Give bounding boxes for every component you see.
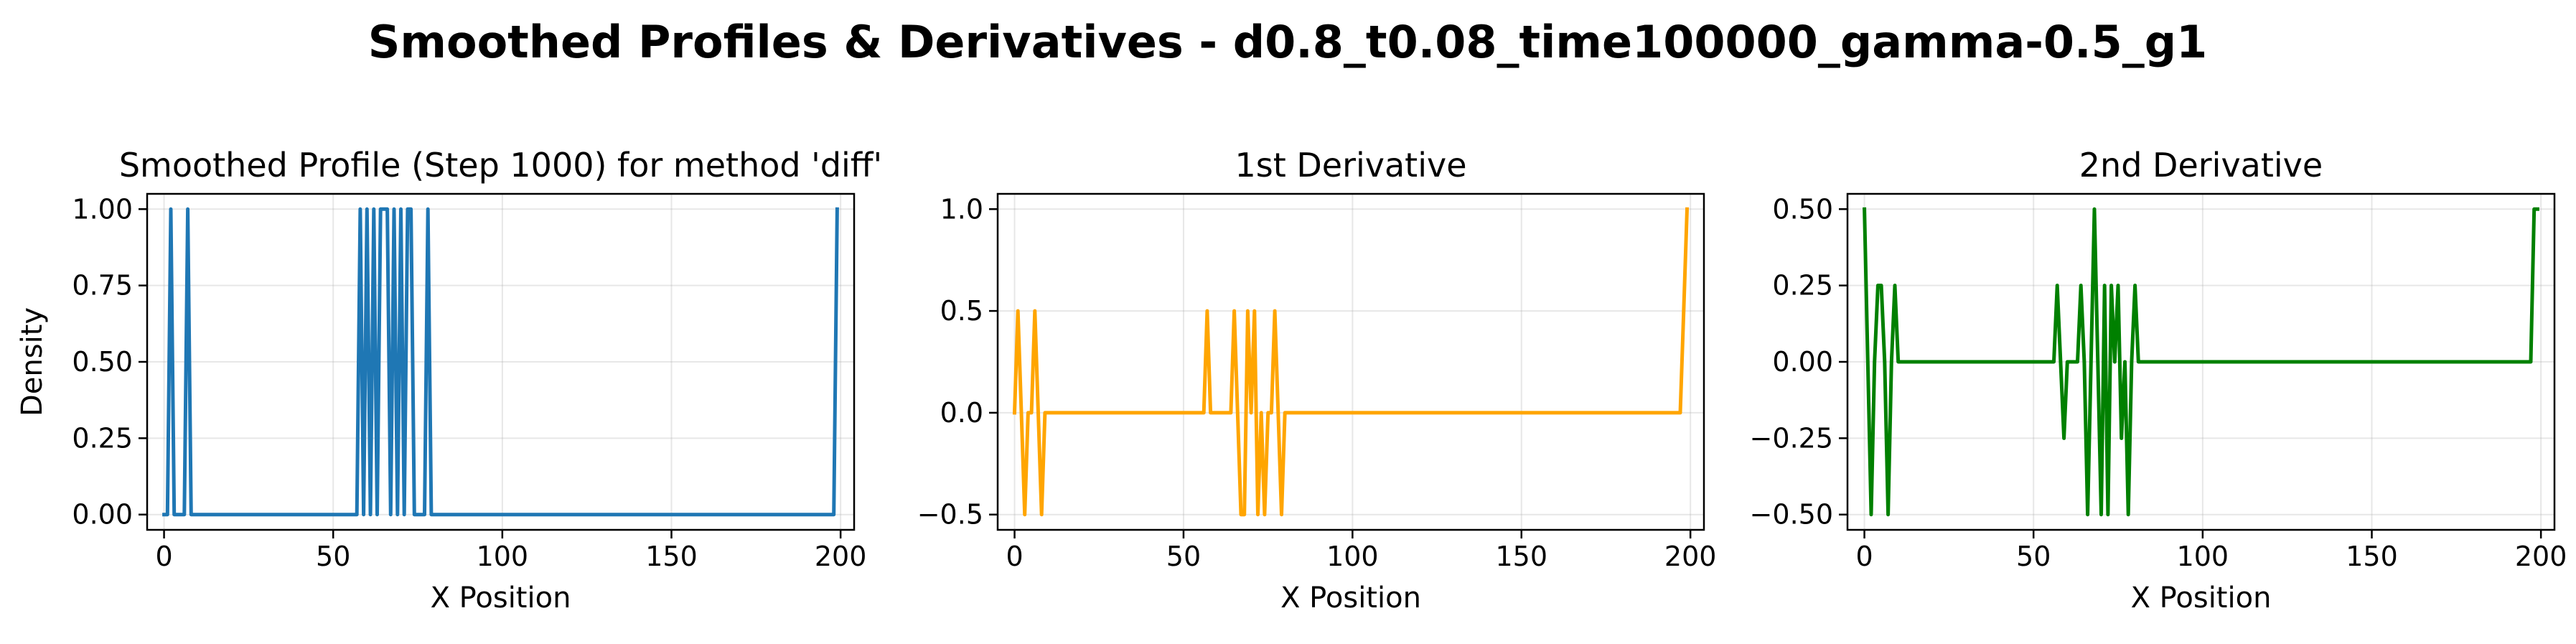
y-tick-label: 1.00: [72, 193, 133, 225]
x-tick-label: 100: [477, 541, 529, 572]
x-tick-label: 50: [2016, 541, 2051, 572]
panel-title: 2nd Derivative: [2079, 146, 2323, 185]
panel-title: 1st Derivative: [1235, 146, 1466, 185]
x-tick-label: 200: [2515, 541, 2567, 572]
figure-title: Smoothed Profiles & Derivatives - d0.8_t…: [368, 16, 2208, 68]
x-tick-label: 100: [2177, 541, 2229, 572]
x-axis-label: X Position: [2131, 582, 2272, 615]
x-tick-label: 100: [1326, 541, 1379, 572]
y-tick-label: 0.00: [72, 499, 133, 531]
x-tick-label: 50: [1166, 541, 1201, 572]
series-line: [1863, 207, 2539, 517]
y-tick-label: 0.50: [1772, 193, 1833, 225]
y-axis-label: Density: [16, 307, 49, 416]
y-tick-label: 0.25: [1772, 270, 1833, 302]
y-tick-label: 1.0: [940, 193, 983, 225]
y-tick-label: −0.50: [1750, 499, 1833, 531]
series-line: [1012, 207, 1690, 517]
x-tick-label: 50: [316, 541, 350, 572]
x-tick-label: 200: [815, 541, 867, 572]
y-tick-label: 0.00: [1772, 346, 1833, 378]
y-tick-label: 0.25: [72, 422, 133, 454]
x-tick-label: 0: [155, 541, 172, 572]
x-axis-label: X Position: [1280, 582, 1421, 615]
panel-second-derivative: 0 50 100 150 200 −0.50 −0.25 0.00 0.25 0.50 2nd De…: [1750, 146, 2567, 615]
panel-first-derivative: 0 50 100 150 200 −0.5 0.0 0.5 1.0 1st Derivative X…: [917, 146, 1717, 615]
x-tick-label: 0: [1855, 541, 1873, 572]
x-tick-label: 200: [1664, 541, 1717, 572]
y-tick-label: −0.5: [917, 499, 983, 531]
x-axis-label: X Position: [431, 582, 571, 615]
y-tick-label: 0.50: [72, 346, 133, 378]
y-tick-label: 0.75: [72, 270, 133, 302]
series-line: [162, 207, 839, 517]
x-tick-label: 150: [1495, 541, 1547, 572]
y-tick-label: −0.25: [1750, 422, 1833, 454]
x-tick-label: 0: [1006, 541, 1023, 572]
y-tick-label: 0.5: [940, 295, 983, 327]
panel-title: Smoothed Profile (Step 1000) for method …: [119, 146, 882, 185]
axes-frame: [996, 192, 1705, 531]
x-tick-label: 150: [645, 541, 698, 572]
panel-smoothed-profile: 0 50 100 150 200 0.00 0.25 0.50 0.75 1.00 Smoothed…: [16, 146, 882, 615]
x-tick-label: 150: [2346, 541, 2398, 572]
y-tick-label: 0.0: [940, 397, 983, 429]
